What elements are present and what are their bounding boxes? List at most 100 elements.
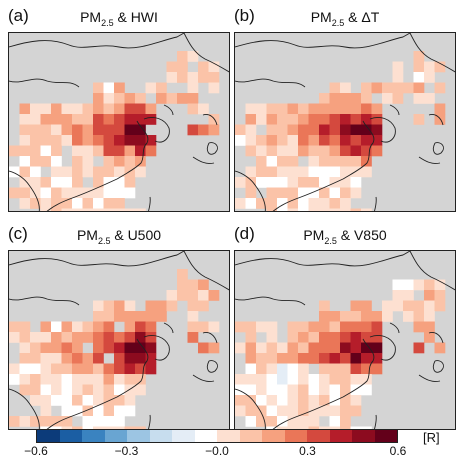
- grid-cell: [93, 332, 104, 343]
- grid-cell: [82, 187, 94, 199]
- grid-cell: [187, 82, 199, 94]
- grid-cell: [114, 395, 125, 406]
- grid-cell: [298, 405, 309, 417]
- grid-cell: [350, 124, 362, 136]
- grid-cell: [287, 342, 299, 354]
- grid-cell: [266, 156, 278, 167]
- grid-cell: [340, 353, 351, 364]
- grid-cell: [392, 290, 404, 301]
- grid-cell: [413, 279, 425, 291]
- grid-cell: [30, 156, 41, 167]
- grid-cell: [61, 124, 73, 136]
- grid-cell: [40, 374, 52, 385]
- coastline: [206, 142, 218, 155]
- grid-cell: [51, 103, 62, 115]
- grid-cell: [40, 321, 52, 333]
- grid-cell: [424, 290, 435, 301]
- coastline: [235, 78, 306, 88]
- grid-cell: [287, 177, 299, 188]
- grid-cell: [72, 363, 83, 375]
- grid-cell: [413, 82, 425, 94]
- grid-cell: [124, 93, 136, 104]
- grid-cell: [145, 332, 157, 343]
- grid-cell: [382, 82, 393, 94]
- grid-cell: [245, 166, 257, 178]
- grid-cell: [103, 311, 115, 322]
- coastline: [374, 196, 377, 211]
- grid-cell: [235, 384, 246, 396]
- grid-cell: [208, 321, 220, 333]
- grid-cell: [298, 321, 309, 333]
- grid-cell: [82, 114, 94, 125]
- grid-cell: [177, 290, 188, 301]
- grid-cell: [361, 124, 372, 136]
- coastline: [9, 388, 40, 429]
- grid-cell: [114, 103, 125, 115]
- grid-cell: [245, 342, 257, 354]
- grid-cell: [329, 311, 341, 322]
- grid-cell: [361, 156, 372, 167]
- grid-cell: [287, 166, 299, 178]
- grid-cell: [371, 82, 383, 94]
- grid-cell: [403, 311, 414, 322]
- grid-cell: [103, 156, 115, 167]
- grid-cell: [277, 426, 288, 429]
- grid-cell: [319, 395, 330, 406]
- grid-cell: [340, 384, 351, 396]
- grid-cell: [340, 187, 351, 199]
- grid-cell: [266, 353, 278, 364]
- grid-cell: [382, 93, 393, 104]
- grid-cell: [93, 82, 104, 94]
- grid-cell: [9, 321, 20, 333]
- coastline: [192, 156, 215, 164]
- grid-cell: [51, 416, 62, 427]
- grid-cell: [361, 135, 372, 146]
- grid-cell: [40, 177, 52, 188]
- grid-cell: [319, 135, 330, 146]
- grid-cell: [287, 426, 299, 429]
- grid-cell: [340, 82, 351, 94]
- grid-cell: [340, 166, 351, 178]
- grid-cell: [350, 103, 362, 115]
- title-partner: & HWI: [113, 9, 158, 25]
- grid-cell: [350, 208, 362, 211]
- grid-cell: [361, 426, 372, 429]
- map-frame: [8, 250, 230, 430]
- grid-cell: [319, 300, 330, 312]
- panel-d: PM2.5 & V850 (d): [234, 222, 456, 430]
- grid-cell: [103, 300, 115, 312]
- grid-cell: [19, 156, 31, 167]
- grid-cell: [319, 321, 330, 333]
- grid-cell: [266, 198, 278, 209]
- grid-cell: [413, 300, 425, 312]
- grid-cell: [177, 269, 188, 280]
- grid-cell: [103, 93, 115, 104]
- grid-cell: [235, 395, 246, 406]
- grid-cell: [245, 374, 257, 385]
- grid-cell: [40, 198, 52, 209]
- grid-cell: [266, 103, 278, 115]
- grid-cell: [51, 187, 62, 199]
- grid-cell: [208, 290, 220, 301]
- grid-cell: [93, 321, 104, 333]
- title-variable: PM: [310, 9, 332, 25]
- colorbar-unit: [R]: [423, 430, 440, 445]
- grid-cell: [245, 114, 257, 125]
- grid-cell: [434, 300, 446, 312]
- grid-cell: [19, 187, 31, 199]
- grid-cell: [277, 198, 288, 209]
- coastline: [148, 196, 151, 211]
- panel-title: PM2.5 & ΔT: [234, 9, 456, 28]
- coastline: [418, 156, 441, 164]
- grid-cell: [72, 145, 83, 157]
- grid-cell: [30, 374, 41, 385]
- grid-cell: [124, 177, 136, 188]
- grid-cell: [245, 124, 257, 136]
- coastline: [9, 33, 185, 49]
- grid-cell: [135, 374, 146, 385]
- grid-cell: [61, 103, 73, 115]
- grid-cell: [93, 363, 104, 375]
- grid-cell: [30, 332, 41, 343]
- grid-cell: [245, 321, 257, 333]
- colorbar-segment: [149, 430, 172, 442]
